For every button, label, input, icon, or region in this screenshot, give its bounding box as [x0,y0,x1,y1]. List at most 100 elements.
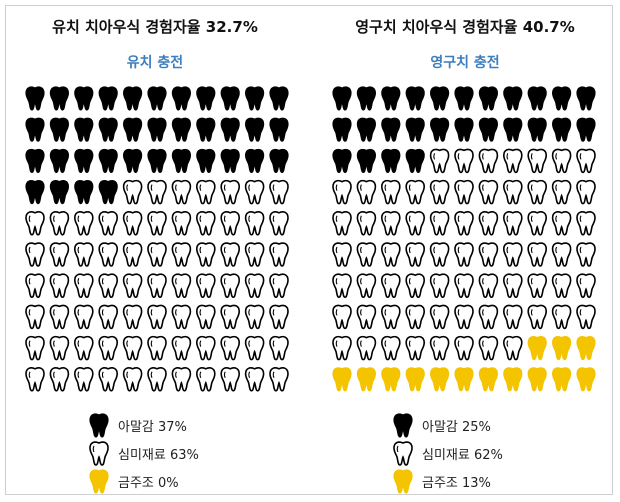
left-legend-item-amalgam: 아말감 37% [88,412,187,438]
tooth-icon-white [454,335,474,361]
tooth-icon-gold [405,367,425,392]
tooth-icon-white [269,304,289,330]
tooth-icon-white [73,304,94,330]
tooth-icon-white [196,242,216,267]
tooth-icon-white [576,304,596,330]
tooth-icon-white [49,242,70,267]
tooth-icon-black [576,117,596,142]
tooth-icon-white [269,273,289,298]
tooth-icon-black [269,117,289,142]
tooth-icon-black [74,117,94,142]
tooth-icon-black [74,86,94,111]
tooth-icon-black [527,117,547,142]
right-legend-label-aesthetic: 심미재료 62% [422,447,503,463]
tooth-icon-white [220,335,240,361]
tooth-icon-gold [576,367,596,392]
tooth-icon-white [196,179,216,205]
tooth-icon-white [429,335,450,361]
tooth-icon-white [196,273,216,298]
tooth-icon-white [551,242,572,267]
tooth-icon-white [98,304,118,330]
tooth-icon-gold [552,336,572,361]
tooth-icon-white [429,242,450,267]
right-legend-item-gold: 금주조 13% [392,468,491,494]
tooth-icon-white [429,148,450,174]
tooth-icon-black [429,86,450,111]
tooth-icon-black [25,180,45,205]
tooth-icon-white [122,304,143,330]
tooth-icon-white [269,211,289,236]
white-tooth-icon [89,441,109,466]
tooth-icon-white [73,242,94,267]
tooth-icon-white [25,335,45,361]
tooth-icon-gold [356,367,376,392]
tooth-icon-white [405,304,425,330]
tooth-icon-white [122,179,143,205]
left-legend: 아말감 37% 심미재료 63% 금주조 0% [88,412,248,496]
tooth-icon-white [171,179,192,205]
tooth-icon-white [380,273,401,298]
tooth-icon-white [380,179,401,205]
tooth-icon-black [25,117,45,142]
white-tooth-icon [393,441,413,466]
tooth-icon-white [503,273,523,298]
tooth-icon-white [503,304,523,330]
tooth-icon-white [405,335,425,361]
tooth-icon-black [122,117,143,142]
tooth-icon-white [269,367,289,392]
tooth-icon-white [147,367,167,392]
left-tooth-grid [25,86,289,392]
tooth-icon-white [49,304,70,330]
tooth-icon-white [551,211,572,236]
tooth-icon-white [98,367,118,392]
tooth-icon-black [269,86,289,111]
tooth-icon-white [527,211,547,236]
tooth-icon-black [332,117,352,142]
tooth-icon-black [49,86,69,111]
tooth-icon-white [269,242,289,267]
tooth-icon-white [73,273,94,298]
tooth-icon-white [171,304,192,330]
tooth-icon-white [429,211,450,236]
right-chart-title: 영구치 치아우식 경험자율 40.7% [355,18,575,36]
tooth-icon-gold [381,367,401,392]
tooth-icon-white [147,335,167,361]
tooth-icon-black [220,148,240,174]
tooth-icon-white [551,273,572,298]
tooth-icon-black [98,148,118,174]
black-tooth-icon [89,413,109,438]
right-legend: 아말감 25% 심미재료 62% 금주조 13% [392,412,552,496]
tooth-icon-white [244,273,265,298]
tooth-icon-white [356,211,377,236]
tooth-icon-white [405,211,425,236]
tooth-icon-white [405,242,425,267]
tooth-icon-black [478,86,498,111]
tooth-icon-black [196,117,216,142]
tooth-icon-white [454,211,474,236]
left-legend-label-aesthetic: 심미재료 63% [118,447,199,463]
tooth-icon-white [147,179,167,205]
tooth-icon-black [332,148,352,174]
tooth-icon-white [503,242,523,267]
tooth-icon-white [356,335,377,361]
tooth-icon-white [356,179,377,205]
tooth-icon-gold [332,367,352,392]
tooth-icon-white [454,242,474,267]
tooth-icon-white [527,304,547,330]
gold-tooth-icon [393,469,413,494]
tooth-icon-white [147,242,167,267]
tooth-icon-white [147,304,167,330]
tooth-icon-white [49,211,70,236]
tooth-icon-gold [478,367,498,392]
tooth-icon-black [552,117,572,142]
tooth-icon-black [220,86,240,111]
tooth-icon-white [576,273,596,298]
tooth-icon-black [552,86,572,111]
tooth-icon-black [171,148,191,174]
tooth-icon-white [244,211,265,236]
tooth-icon-black [405,86,425,111]
tooth-icon-black [98,117,118,142]
tooth-icon-white [244,242,265,267]
tooth-icon-white [122,242,143,267]
tooth-icon-white [49,335,70,361]
